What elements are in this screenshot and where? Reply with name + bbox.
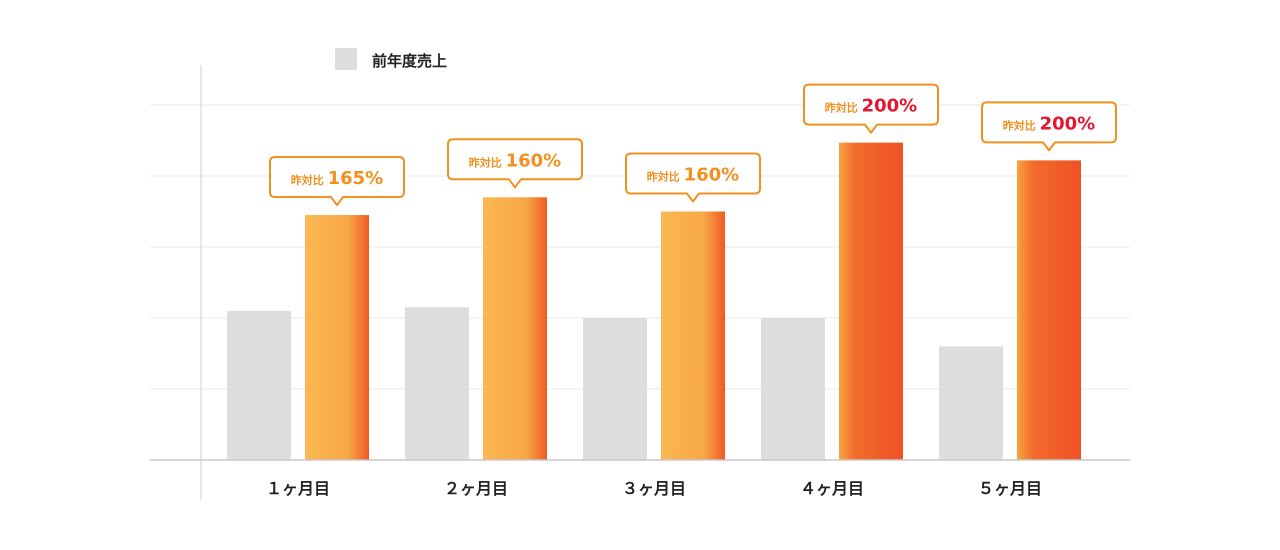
bar-current — [839, 142, 903, 460]
ratio-prefix: 昨対比 — [469, 155, 506, 169]
ratio-prefix: 昨対比 — [825, 101, 862, 115]
bar-prev-year — [939, 346, 1003, 460]
ratio-text: 昨対比 165% — [291, 168, 383, 189]
category-label: ２ヶ月目 — [444, 479, 508, 498]
ratio-prefix: 昨対比 — [1003, 118, 1040, 132]
bar-prev-year — [227, 310, 291, 460]
ratio-callout: 昨対比 160% — [447, 138, 583, 189]
bars — [227, 142, 1081, 461]
ratio-callout: 昨対比 200% — [803, 83, 939, 134]
ratio-callout: 昨対比 165% — [269, 156, 405, 207]
bar-prev-year — [405, 307, 469, 460]
legend-label: 前年度売上 — [372, 52, 447, 70]
category-label: １ヶ月目 — [266, 479, 330, 498]
ratio-value: 200% — [862, 96, 918, 117]
bar-prev-year — [761, 318, 825, 460]
x-axis-labels: １ヶ月目 ２ヶ月目 ３ヶ月目 ４ヶ月目 ５ヶ月目 — [266, 479, 1042, 498]
category-label: ３ヶ月目 — [622, 479, 686, 498]
bar-current — [483, 197, 547, 461]
callout-bubble — [625, 152, 761, 203]
ratio-callout: 昨対比 160% — [625, 152, 761, 203]
ratio-value: 160% — [506, 150, 562, 171]
ratio-value: 200% — [1040, 113, 1096, 134]
category-label: ４ヶ月目 — [800, 479, 864, 498]
category-label: ５ヶ月目 — [978, 479, 1042, 498]
callout-bubble — [269, 156, 405, 207]
callout-bubble — [447, 138, 583, 189]
legend: 前年度売上 — [335, 48, 447, 70]
ratio-text: 昨対比 160% — [647, 165, 739, 186]
ratio-value: 160% — [684, 165, 740, 186]
bar-current — [305, 215, 369, 460]
ratio-value: 165% — [328, 168, 384, 189]
callouts: 昨対比 165%昨対比 160%昨対比 160%昨対比 200%昨対比 200% — [269, 83, 1117, 207]
ratio-prefix: 昨対比 — [647, 170, 684, 184]
legend-swatch — [335, 48, 357, 70]
ratio-callout: 昨対比 200% — [981, 101, 1117, 152]
bar-current — [661, 211, 725, 460]
ratio-text: 昨対比 200% — [1003, 113, 1095, 134]
callout-bubble — [803, 83, 939, 134]
ratio-prefix: 昨対比 — [291, 173, 328, 187]
callout-bubble — [981, 101, 1117, 152]
ratio-text: 昨対比 200% — [825, 96, 917, 117]
bar-prev-year — [583, 318, 647, 460]
bar-current — [1017, 160, 1081, 460]
ratio-text: 昨対比 160% — [469, 150, 561, 171]
